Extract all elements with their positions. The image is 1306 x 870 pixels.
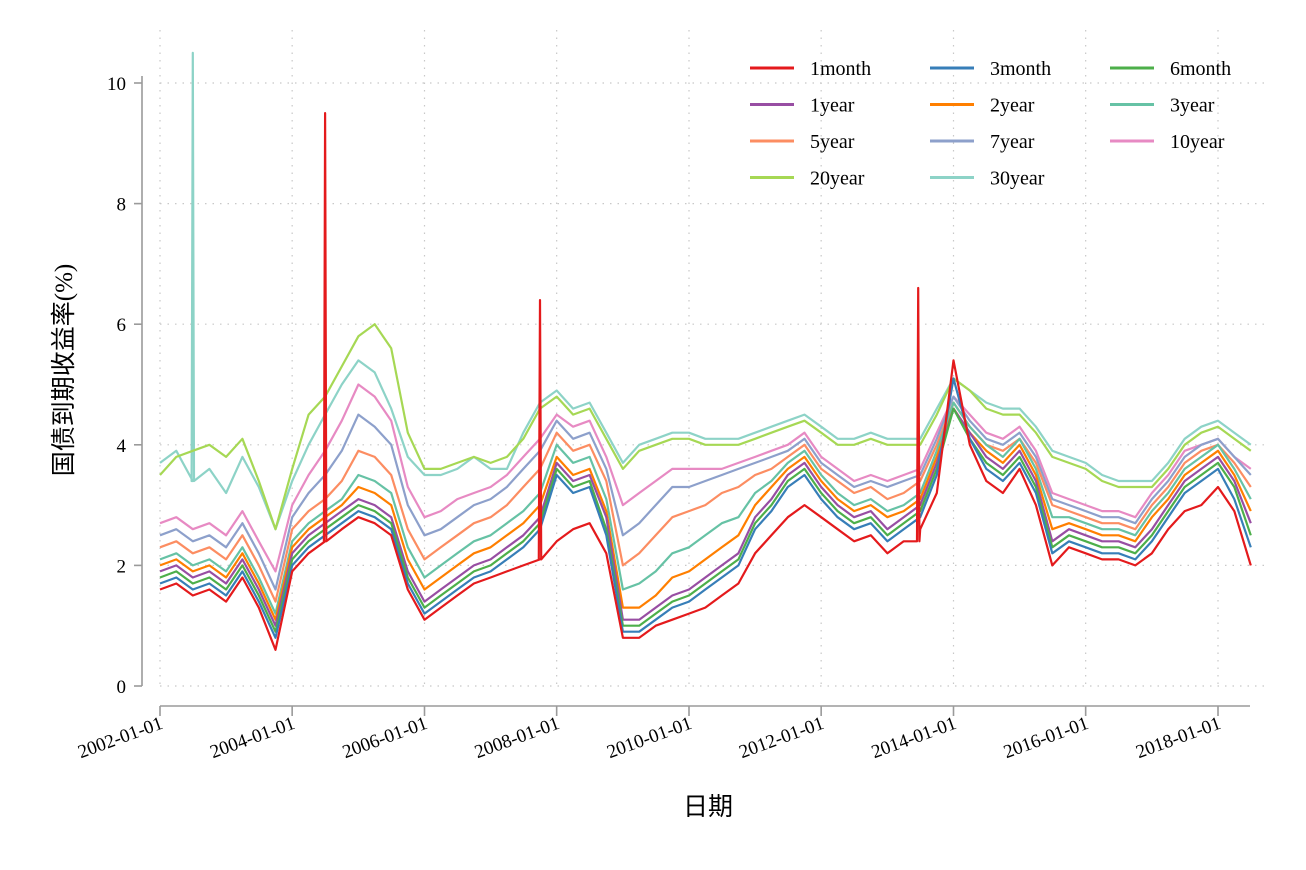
x-tick-label: 2010-01-01 <box>604 713 694 763</box>
y-axis-title: 国债到期收益率(%) <box>50 264 78 476</box>
legend-label-20year: 20year <box>810 168 865 190</box>
legend-label-30year: 30year <box>990 168 1045 190</box>
x-tick-label: 2016-01-01 <box>1001 713 1091 763</box>
x-axis-title: 日期 <box>683 794 733 821</box>
legend-label-3year: 3year <box>1170 95 1215 117</box>
x-tick-label: 2014-01-01 <box>869 713 959 763</box>
x-tick-label: 2012-01-01 <box>736 713 826 763</box>
y-tick-label: 10 <box>107 74 126 95</box>
legend-label-10year: 10year <box>1170 131 1225 153</box>
legend: 1month 3month 6month 1year 2year 3year 5year 7y… <box>750 58 1231 190</box>
x-tick-label: 2006-01-01 <box>340 713 430 763</box>
y-tick-label: 8 <box>117 195 127 216</box>
x-tick-label: 2002-01-01 <box>75 713 165 763</box>
series-line-5year <box>159 401 1252 603</box>
x-tick-label: 2018-01-01 <box>1133 713 1223 763</box>
y-tick-label: 4 <box>117 436 127 457</box>
legend-label-7year: 7year <box>990 131 1035 153</box>
y-tick-label: 2 <box>117 556 127 577</box>
series-line-2year <box>159 407 1252 621</box>
x-tick-label: 2004-01-01 <box>207 713 297 763</box>
y-tick-label: 0 <box>117 677 127 698</box>
series-line-30year <box>159 51 1252 531</box>
series-line-1month <box>159 112 1252 651</box>
legend-label-3month: 3month <box>990 58 1051 80</box>
legend-label-1month: 1month <box>810 58 871 80</box>
legend-label-2year: 2year <box>990 95 1035 117</box>
series-line-10year <box>159 383 1252 573</box>
x-tick-label: 2008-01-01 <box>472 713 562 763</box>
series-line-7year <box>159 395 1252 591</box>
legend-label-1year: 1year <box>810 95 855 117</box>
series-line-1year <box>159 407 1252 627</box>
legend-label-6month: 6month <box>1170 58 1231 80</box>
series-lines <box>159 51 1252 651</box>
legend-label-5year: 5year <box>810 131 855 153</box>
y-tick-label: 6 <box>117 315 127 336</box>
series-line-20year <box>159 323 1252 531</box>
axes <box>141 76 1250 707</box>
series-line-3year <box>159 401 1252 615</box>
y-ticks: 0 2 4 6 8 10 <box>107 74 142 698</box>
series-line-3month <box>159 377 1252 639</box>
x-ticks: 2002-01-01 2004-01-01 2006-01-01 2008-01-01… <box>75 706 1224 763</box>
series-line-6month <box>159 407 1252 633</box>
